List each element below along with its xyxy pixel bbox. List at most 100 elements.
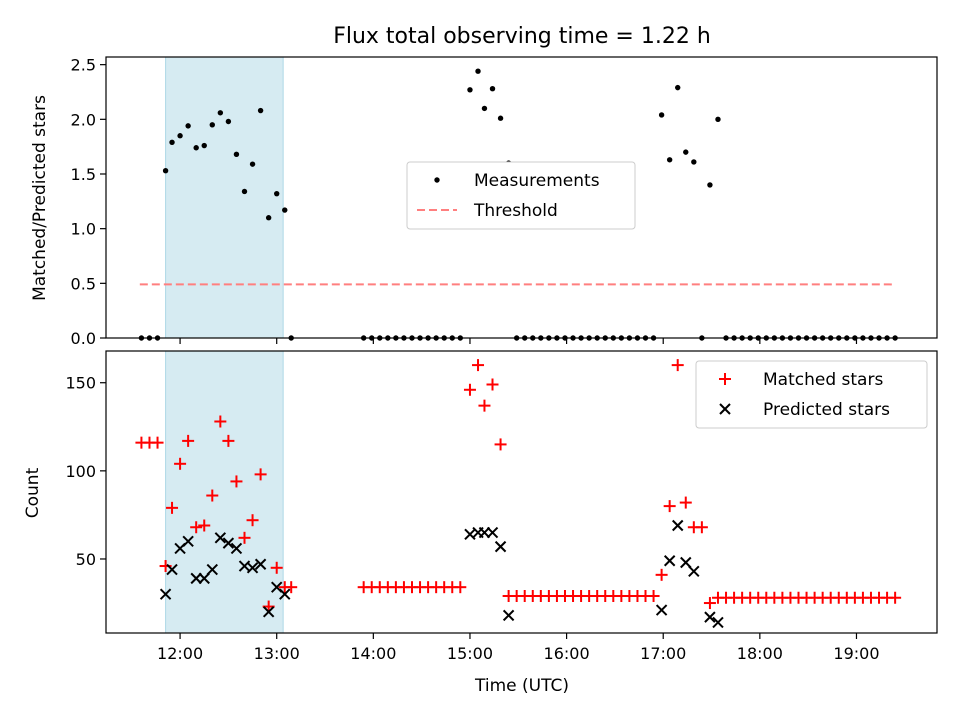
legend-matched-label: Matched stars [763,370,883,390]
measurement-point [675,84,681,91]
matched-point [246,514,259,527]
top-y-tick-label: 0.5 [71,274,96,293]
matched-point [270,561,283,574]
measurement-point [274,190,280,197]
measurement-point [233,151,240,158]
predicted-point-b [254,558,267,570]
predicted-point [704,611,716,623]
matched-point [889,591,902,604]
predicted-point [198,572,210,585]
matched-point [166,501,179,514]
measurement-point [201,142,207,149]
x-tick-label: 13:00 [254,644,300,663]
x-tick-label: 17:00 [640,644,686,663]
measurement-point [481,105,488,112]
measurement-point [217,110,224,116]
matched-point [679,496,692,509]
matched-point [647,589,660,602]
predicted-point-b [704,611,716,623]
predicted-point [159,588,172,600]
matched-point [230,475,243,488]
predicted-point-b [663,555,676,567]
predicted-point [166,563,178,576]
predicted-point [502,609,515,622]
top-y-tick-label: 2.0 [71,110,96,129]
predicted-point [206,563,218,576]
matched-point [206,489,219,502]
matched-point [454,581,467,594]
legend-matched-marker [719,373,731,385]
predicted-point-b [159,588,172,600]
bottom-highlight-span [165,350,284,634]
x-tick-label: 18:00 [737,644,783,663]
measurement-point [691,159,697,165]
predicted-point-b [206,563,218,576]
legend-predicted-label: Predicted stars [763,400,890,420]
matched-point [463,383,476,396]
x-tick-label: 15:00 [447,644,493,663]
matched-point [214,415,227,428]
matched-point [663,500,676,513]
predicted-point [688,565,700,578]
predicted-point-b [688,565,700,578]
bottom-y-tick-label: 100 [65,462,96,481]
top-y-tick-label: 1.5 [71,165,96,184]
chart-title: Flux total observing time = 1.22 h [333,24,711,49]
bottom-legend-frame [695,360,928,429]
legend-threshold-label: Threshold [473,201,558,221]
predicted-point [655,604,668,616]
measurement-point [683,149,689,155]
matched-point [655,568,668,581]
predicted-point-b [680,556,692,569]
predicted-point-b [271,581,283,593]
top-plot-frame [105,56,938,339]
predicted-point-b [182,535,194,548]
measurement-point [257,107,264,114]
predicted-point-b [214,532,227,544]
predicted-point [182,535,194,548]
matched-point [198,519,211,532]
bottom-plot-frame [105,350,938,634]
matched-point [190,521,203,534]
measurement-point [177,133,183,139]
matched-point [703,597,716,610]
predicted-point-b [279,588,291,600]
predicted-point-b [464,528,476,541]
predicted-point [486,526,499,539]
top-y-tick-label: 0.0 [71,329,96,348]
measurement-point [265,215,272,221]
measurement-point [467,87,473,93]
measurement-point [169,139,175,145]
bottom-y-tick-label: 150 [65,374,96,393]
predicted-point-b [712,616,724,629]
measurement-point [707,182,713,188]
measurement-point [241,188,248,195]
predicted-point [246,562,259,574]
measurement-point [185,123,191,129]
matched-point [174,457,187,470]
predicted-point [712,616,724,629]
top-y-axis-label: Matched/Predicted stars [30,95,50,301]
matched-point [472,359,485,372]
bottom-y-tick-label: 50 [76,550,96,569]
bottom-panel: 50 100 150 12:00 13:00 14:00 15:00 16:00 17:00 18… [65,350,938,663]
matched-point [695,521,708,534]
top-y-tick-label: 2.5 [71,56,96,75]
x-tick-label: 19:00 [833,644,879,663]
matched-point [478,399,491,412]
matched-point [151,436,164,449]
measurement-point [666,157,673,163]
top-series-0 [138,68,898,341]
top-panel: 0.0 0.5 1.0 1.5 2.0 2.5 [71,56,938,348]
predicted-point [222,537,235,549]
x-tick-label: 12:00 [157,644,203,663]
top-legend-frame [406,161,636,230]
predicted-point [494,540,507,553]
legend-measurements-label: Measurements [474,171,600,191]
x-tick-label: 14:00 [350,644,396,663]
bottom-legend: Matched stars Predicted stars [695,360,928,429]
measurement-point [193,145,199,151]
predicted-point-b [486,526,499,539]
measurement-point [497,115,504,121]
